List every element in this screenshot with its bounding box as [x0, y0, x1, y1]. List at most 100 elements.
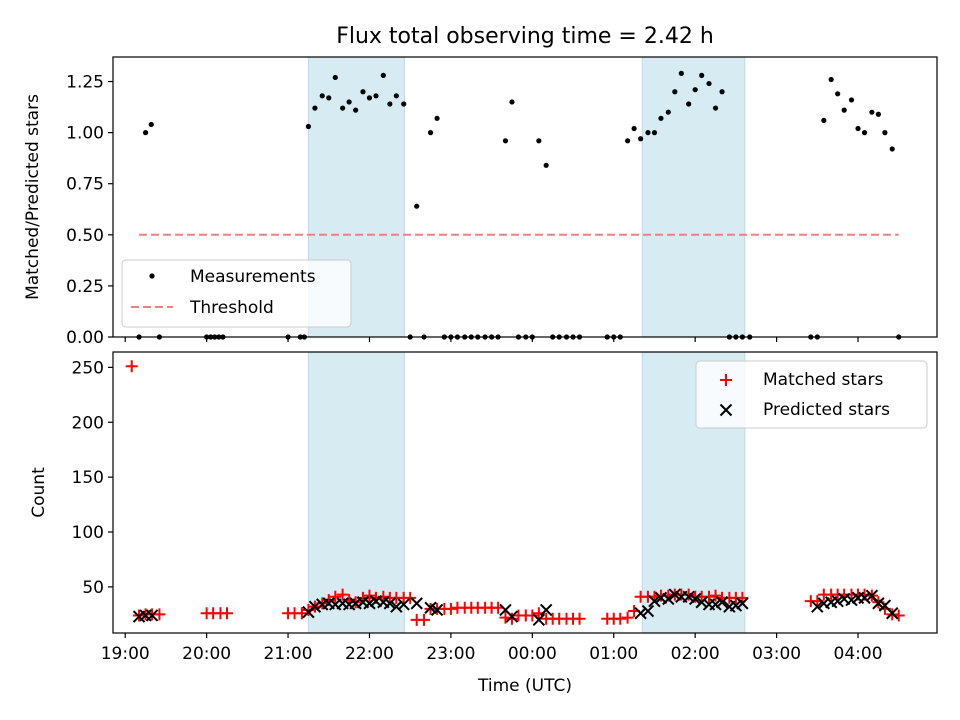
predicted-star-point — [886, 607, 899, 620]
predicted-star-point — [858, 591, 871, 605]
legend-marker-matched — [720, 374, 732, 386]
bottom-y-ticks: 50 100 150 200 250 — [72, 358, 113, 598]
x-tick-label: 04:00 — [834, 644, 883, 664]
top-plot-frame — [112, 56, 938, 338]
legend-label-predicted: Predicted stars — [763, 400, 890, 420]
measurement-point — [699, 72, 705, 78]
top-legend: Measurements Threshold — [121, 259, 352, 328]
bottom-y-axis-label: Count — [29, 467, 49, 518]
predicted-star-point — [662, 592, 675, 606]
measurement-point — [142, 130, 149, 136]
chart-title: Flux total observing time = 2.42 h — [336, 24, 714, 49]
measurement-point — [380, 72, 386, 78]
predicted-star-point — [430, 603, 444, 617]
measurement-point — [434, 115, 440, 121]
predicted-star-point — [695, 596, 708, 609]
measurement-point — [712, 105, 719, 111]
bottom-panel: 50 100 150 200 250 19:00 20:00 21:00 22:00 23:00… — [29, 351, 938, 696]
measurement-point — [882, 130, 888, 136]
x-tick-label: 19:00 — [101, 644, 150, 664]
measurement-point — [509, 99, 515, 105]
measurement-point — [305, 123, 312, 130]
matched-star-point — [621, 611, 634, 624]
x-tick-label: 02:00 — [671, 644, 720, 664]
x-tick-label: 21:00 — [264, 644, 313, 664]
y-tick-label: 200 — [72, 413, 104, 433]
legend-marker-measurements — [149, 273, 155, 279]
measurement-point — [387, 101, 393, 107]
matched-star-point — [444, 602, 457, 615]
x-tick-label: 01:00 — [589, 644, 638, 664]
top-shaded-intervals — [307, 56, 746, 338]
predicted-star-point — [410, 597, 423, 610]
measurement-point — [624, 138, 631, 144]
matched-star-point — [709, 589, 722, 602]
measurement-point — [719, 89, 725, 95]
legend-label-measurements: Measurements — [190, 267, 316, 287]
x-tick-label: 00:00 — [508, 644, 557, 664]
measurement-point — [148, 121, 154, 128]
measurement-point — [502, 138, 509, 144]
matched-star-point — [614, 612, 627, 625]
shaded-interval — [641, 56, 746, 338]
measurement-point — [821, 117, 827, 123]
measurement-point — [672, 89, 678, 95]
matched-star-point — [404, 591, 417, 604]
x-tick-label: 20:00 — [182, 644, 231, 664]
matched-star-point — [418, 613, 431, 626]
legend-box — [121, 259, 352, 328]
top-panel: 0.00 0.25 0.50 0.75 1.00 1.25 Matched/Predict… — [23, 56, 938, 348]
y-tick-label: 50 — [82, 578, 104, 598]
measurement-point — [848, 97, 855, 103]
measurement-point — [645, 130, 651, 136]
y-tick-label: 1.25 — [66, 73, 104, 93]
measurement-point — [414, 203, 420, 209]
measurement-point — [312, 105, 318, 111]
predicted-star-point — [688, 592, 702, 606]
matched-star-point — [505, 612, 518, 625]
predicted-star-point — [383, 597, 397, 610]
predicted-star-point — [634, 607, 647, 620]
bottom-legend: Matched stars Predicted stars — [695, 360, 928, 429]
top-y-axis-label: Matched/Predicted stars — [23, 94, 43, 300]
measurement-point — [828, 76, 834, 83]
matched-star-point — [125, 360, 138, 373]
predicted-star-point — [505, 610, 519, 623]
measurement-point — [631, 125, 637, 132]
matched-star-point — [336, 588, 349, 601]
predicted-star-point — [539, 603, 553, 617]
shaded-interval — [307, 351, 405, 634]
measurement-point — [319, 93, 325, 99]
predicted-star-point — [308, 600, 322, 613]
measurement-point — [861, 130, 868, 136]
y-tick-label: 0.00 — [66, 328, 104, 348]
measurement-point — [889, 146, 895, 152]
measurement-point — [875, 111, 881, 117]
predicted-star-point — [648, 594, 661, 608]
bottom-x-ticks: 19:00 20:00 21:00 22:00 23:00 00:00 01:00 02:00… — [101, 633, 883, 664]
measurement-point — [346, 99, 352, 105]
legend-label-matched: Matched stars — [763, 370, 883, 390]
measurement-point — [706, 80, 712, 87]
predicted-star-point — [811, 600, 824, 613]
matched-star-point — [573, 612, 586, 625]
matched-star-point — [153, 608, 166, 621]
measurement-point — [638, 136, 644, 142]
y-tick-label: 250 — [72, 358, 104, 378]
y-tick-label: 1.00 — [66, 124, 104, 144]
measurement-point — [686, 101, 692, 107]
y-tick-label: 0.75 — [66, 175, 104, 195]
legend-label-threshold: Threshold — [189, 298, 274, 318]
measurement-point — [340, 105, 346, 111]
matched-star-point — [499, 611, 512, 624]
x-tick-label: 23:00 — [426, 644, 475, 664]
predicted-star-point — [145, 609, 159, 622]
y-tick-label: 0.25 — [66, 277, 104, 297]
top-y-ticks: 0.00 0.25 0.50 0.75 1.00 1.25 — [66, 73, 113, 348]
matched-star-point — [736, 591, 749, 604]
predicted-star-point — [641, 604, 655, 618]
legend-box — [695, 360, 928, 429]
legend-marker-predicted — [719, 403, 733, 417]
measurement-point — [869, 109, 875, 115]
